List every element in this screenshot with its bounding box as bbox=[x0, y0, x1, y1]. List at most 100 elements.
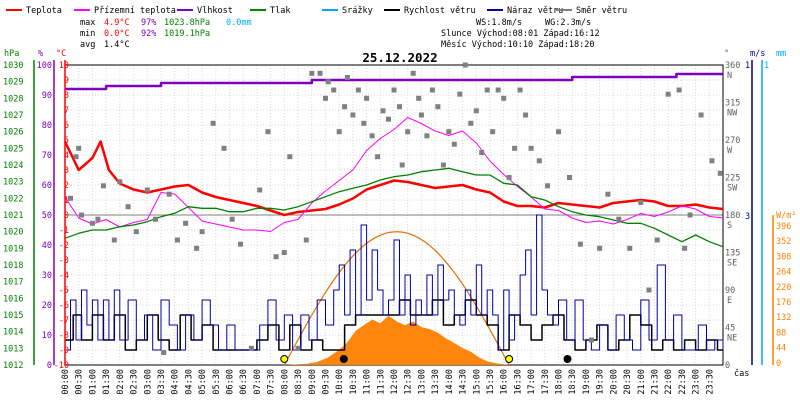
info-ws: WS:1.8m/s bbox=[476, 18, 522, 28]
wind-direction-point bbox=[380, 108, 386, 114]
wind-direction-point bbox=[451, 141, 457, 147]
wind-direction-point bbox=[399, 162, 405, 168]
wind-direction-point bbox=[111, 237, 117, 243]
wind-direction-point bbox=[446, 129, 452, 135]
tick-label-time: 02:00 bbox=[116, 369, 126, 395]
series-vlhkost-line bbox=[65, 72, 723, 91]
wind-direction-point bbox=[501, 95, 507, 101]
tick-label-rain: 1 bbox=[764, 61, 769, 71]
wind-direction-point bbox=[490, 129, 496, 135]
wind-direction-point bbox=[361, 120, 367, 126]
tick-label-time: 12:30 bbox=[404, 369, 414, 395]
wind-direction-point bbox=[199, 229, 205, 235]
tick-label-time: 19:30 bbox=[596, 369, 606, 395]
axis-units: hPa % °C ° m/s mm W/m² čas bbox=[4, 49, 796, 379]
unit-deg: ° bbox=[724, 49, 729, 59]
tick-label-degrees: 180 bbox=[725, 211, 740, 221]
stats-avg-label: avg bbox=[80, 40, 95, 50]
wind-direction-point bbox=[484, 87, 490, 93]
series-tlak-line bbox=[64, 167, 724, 248]
tick-label-degrees: 360 bbox=[725, 61, 740, 71]
tick-label-temperature: 5 bbox=[64, 136, 69, 146]
tick-label-time: 11:30 bbox=[376, 369, 386, 395]
wind-direction-point bbox=[287, 154, 293, 160]
stats-max-temp: 4.9°C bbox=[104, 18, 130, 28]
wind-direction-point bbox=[265, 129, 271, 135]
tick-label-time: 20:00 bbox=[609, 369, 619, 395]
wind-direction-point bbox=[295, 345, 301, 351]
tick-label-time: 14:00 bbox=[445, 369, 455, 395]
tick-label-time: 11:00 bbox=[363, 369, 373, 395]
tick-label-time: 14:30 bbox=[459, 369, 469, 395]
tick-label-solar: 396 bbox=[776, 222, 791, 232]
wind-direction-point bbox=[512, 145, 518, 151]
legend-label-teplota: Teplota bbox=[26, 6, 62, 16]
wind-direction-point bbox=[440, 162, 446, 168]
info-sun: Slunce Východ:08:01 Západ:16:12 bbox=[441, 29, 600, 39]
tick-label-solar: 220 bbox=[776, 283, 791, 293]
tick-label-time: 15:00 bbox=[472, 369, 482, 395]
unit-degc: °C bbox=[56, 49, 66, 59]
wind-direction-point bbox=[317, 70, 323, 76]
tick-label-percent: 60 bbox=[42, 181, 52, 191]
tick-label-hpa: 1012 bbox=[3, 361, 23, 371]
tick-label-hpa: 1019 bbox=[3, 244, 23, 254]
tick-label-hpa: 1016 bbox=[3, 294, 23, 304]
solar-radiation-area bbox=[284, 315, 510, 365]
wind-direction-point bbox=[144, 187, 150, 193]
wind-direction-point bbox=[479, 150, 485, 155]
wind-direction-point bbox=[687, 212, 693, 218]
tick-label-percent: 90 bbox=[42, 91, 52, 101]
tick-label-hpa: 1017 bbox=[3, 278, 23, 288]
tick-label-hpa: 1020 bbox=[3, 228, 23, 238]
wind-direction-point bbox=[567, 175, 572, 180]
wind-direction-point bbox=[76, 145, 82, 151]
tick-label-time: 06:00 bbox=[226, 369, 236, 395]
wind-direction-point bbox=[424, 133, 430, 139]
wind-direction-point bbox=[210, 120, 216, 126]
tick-label-percent: 10 bbox=[42, 331, 52, 341]
wind-direction-point bbox=[303, 237, 309, 243]
wind-direction-point bbox=[435, 104, 441, 110]
tick-label-compass: W bbox=[727, 146, 733, 156]
tick-label-temperature: -8 bbox=[59, 331, 69, 341]
series-prizemni-teplota-line bbox=[64, 117, 724, 232]
wind-direction-point bbox=[577, 241, 583, 247]
tick-label-percent: 20 bbox=[42, 301, 52, 311]
tick-label-hpa: 1015 bbox=[3, 311, 23, 321]
wind-direction-point bbox=[698, 112, 704, 118]
wind-direction-point bbox=[627, 245, 633, 251]
tick-label-degrees: 0 bbox=[725, 361, 730, 371]
wind-direction-point bbox=[473, 108, 479, 114]
tick-label-temperature: 2 bbox=[64, 181, 69, 191]
legend-label-vlhkost: Vlhkost bbox=[197, 6, 233, 16]
tick-label-solar: 0 bbox=[776, 359, 781, 369]
tick-label-time: 01:00 bbox=[88, 369, 98, 395]
legend-label-tlak: Tlak bbox=[270, 6, 290, 16]
tick-label-time: 01:30 bbox=[102, 369, 112, 395]
wind-direction-point bbox=[153, 216, 158, 222]
wind-direction-point bbox=[100, 183, 106, 189]
wind-direction-point bbox=[391, 87, 397, 93]
wind-direction-point bbox=[556, 129, 561, 135]
tick-label-temperature: -5 bbox=[59, 286, 69, 296]
wind-direction-point bbox=[248, 345, 254, 351]
wind-direction-point bbox=[350, 112, 356, 118]
tick-label-solar: 264 bbox=[776, 268, 791, 278]
wind-direction-point bbox=[416, 95, 422, 101]
tick-label-hpa: 1029 bbox=[3, 78, 23, 88]
wind-direction-point bbox=[183, 220, 189, 226]
unit-wm2: W/m² bbox=[776, 211, 796, 221]
tick-label-wind: 3 bbox=[745, 212, 750, 222]
wind-direction-point bbox=[597, 245, 603, 251]
tick-label-compass: SE bbox=[727, 259, 737, 269]
tick-label-temperature: 4 bbox=[64, 151, 69, 161]
wind-direction-point bbox=[161, 350, 167, 355]
tick-label-temperature: -9 bbox=[59, 346, 69, 356]
tick-label-time: 13:00 bbox=[417, 369, 427, 395]
wind-direction-point bbox=[364, 95, 370, 101]
tick-label-solar: 44 bbox=[776, 344, 786, 354]
tick-label-time: 10:30 bbox=[349, 369, 359, 395]
wind-direction-point bbox=[605, 191, 611, 197]
stats-min-press: 1019.1hPa bbox=[164, 29, 210, 39]
